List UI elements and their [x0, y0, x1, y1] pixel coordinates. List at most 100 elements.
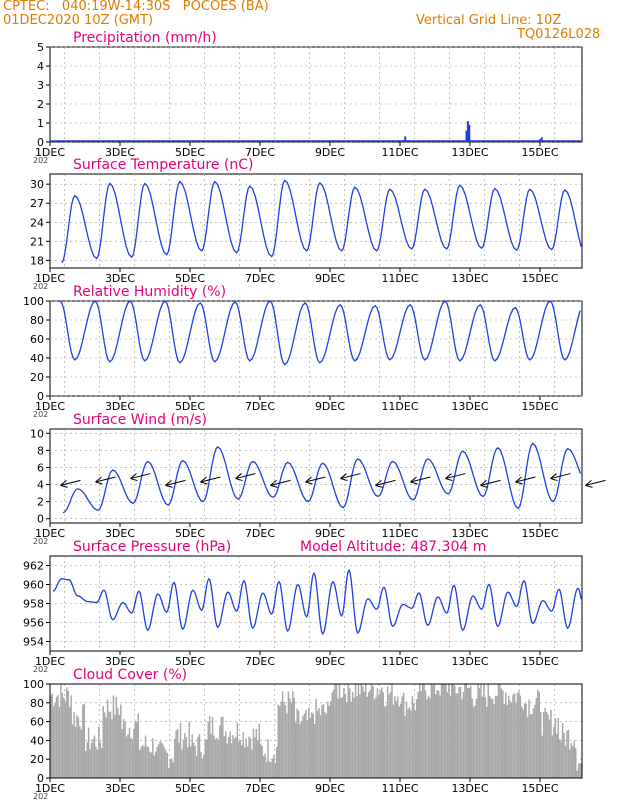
cloud-bar: [435, 694, 437, 778]
cloud-bar: [149, 751, 151, 778]
cloud-bar: [421, 684, 424, 778]
cloud-bar: [208, 715, 211, 778]
cloud-bar: [477, 684, 479, 778]
panel-title: Precipitation (mm/h): [73, 30, 217, 46]
cloud-bar: [138, 750, 141, 778]
cloud-bar: [213, 735, 215, 778]
cloud-bar: [261, 745, 263, 778]
cloud-bar: [452, 684, 454, 778]
cloud-bar: [429, 698, 431, 778]
cloud-bar: [286, 713, 288, 778]
x-tick-label: 13DEC: [451, 655, 488, 668]
cloud-bar: [206, 739, 208, 778]
cloud-bar: [467, 687, 469, 778]
wind-arrow: [410, 476, 431, 483]
y-tick-label: 2: [37, 496, 44, 509]
cloud-bar: [118, 714, 120, 778]
cloud-bar: [281, 691, 284, 778]
cloud-bar: [122, 718, 125, 778]
cloud-bar: [453, 685, 456, 778]
wind-arrow: [550, 473, 571, 480]
cloud-bar: [67, 690, 69, 778]
cloud-bar: [528, 699, 530, 778]
cloud-bar: [93, 735, 96, 778]
cloud-bar: [106, 699, 109, 778]
cloud-bar: [243, 747, 246, 778]
cloud-bar: [101, 747, 103, 778]
x-tick-label: 13DEC: [451, 272, 488, 285]
cloud-bar: [131, 739, 134, 778]
x-tick-label: 13DEC: [451, 782, 488, 795]
cloud-bar: [551, 735, 554, 778]
cloud-bar: [254, 737, 256, 778]
cloud-bar: [141, 745, 144, 778]
x-tick-label: 9DEC: [315, 527, 345, 540]
cloud-bar: [80, 729, 83, 778]
cloud-bar: [217, 739, 220, 778]
x-tick-label: 7DEC: [245, 527, 275, 540]
cloud-bar: [461, 699, 463, 778]
panel-frame: [49, 46, 583, 143]
cloud-bar: [315, 698, 317, 778]
wind-arrow-head: [480, 480, 488, 488]
humidity-line: [59, 300, 581, 366]
cloud-bar: [379, 690, 382, 778]
x-tick-label: 15DEC: [521, 400, 558, 413]
cloud-bar: [483, 685, 485, 778]
cloud-bar: [497, 684, 500, 778]
cloud-bar: [397, 696, 399, 778]
cloud-bar: [246, 746, 249, 778]
cloud-bar: [537, 689, 539, 778]
panel-5: [46, 555, 583, 655]
cloud-bar: [487, 684, 489, 778]
y-tick-label: 5: [37, 41, 44, 54]
cloud-bar: [576, 770, 578, 778]
cloud-bar: [381, 687, 383, 778]
cloud-bar: [335, 684, 338, 778]
cloud-bar: [168, 767, 170, 778]
cloud-bar: [214, 739, 217, 778]
cloud-bar: [369, 690, 371, 778]
y-tick-label: 40: [30, 734, 44, 747]
cloud-bar: [449, 696, 452, 778]
x-tick-label: 5DEC: [175, 527, 205, 540]
cloud-bar: [271, 758, 274, 778]
x-tick-label: 5DEC: [175, 146, 205, 159]
cloud-bar: [293, 697, 295, 778]
panel-frame: [49, 300, 583, 397]
cloud-bar: [276, 746, 278, 778]
cloud-bar: [437, 690, 440, 778]
cloud-bar: [312, 713, 314, 778]
cloud-bar: [108, 711, 110, 778]
panel-title: Cloud Cover (%): [73, 667, 187, 683]
cloud-bar: [64, 701, 67, 778]
cloud-bar: [219, 725, 221, 778]
cloud-bar: [178, 742, 180, 778]
wind-arrow-head: [270, 480, 278, 488]
cloud-bar: [277, 704, 279, 778]
cloud-bar: [204, 739, 207, 778]
x-tick-label: 1DEC: [35, 146, 65, 159]
wind-arrow-head: [305, 476, 313, 485]
x-tick-label: 7DEC: [245, 400, 275, 413]
pressure-line: [52, 568, 582, 636]
cloud-bar: [289, 698, 291, 778]
cloud-bar: [373, 699, 376, 778]
cloud-bar: [363, 691, 365, 778]
cloud-bar: [424, 690, 427, 778]
cloud-bar: [278, 706, 281, 778]
header-station: CPTEC: 040:19W-14:30S POCOES (BA): [3, 0, 269, 14]
cloud-bar: [77, 717, 80, 778]
cloud-bar: [319, 715, 322, 778]
cloud-bar: [233, 738, 236, 778]
cloud-bar: [442, 684, 444, 778]
cloud-bar: [471, 698, 473, 778]
y-tick-label: 20: [30, 371, 44, 384]
y-tick-label: 27: [30, 197, 44, 210]
cloud-bar: [556, 733, 558, 778]
cloud-bar: [383, 706, 386, 778]
precip-bar: [404, 136, 407, 142]
cloud-bar: [226, 743, 228, 778]
y-tick-label: 6: [37, 461, 44, 474]
cloud-bar: [99, 741, 102, 778]
